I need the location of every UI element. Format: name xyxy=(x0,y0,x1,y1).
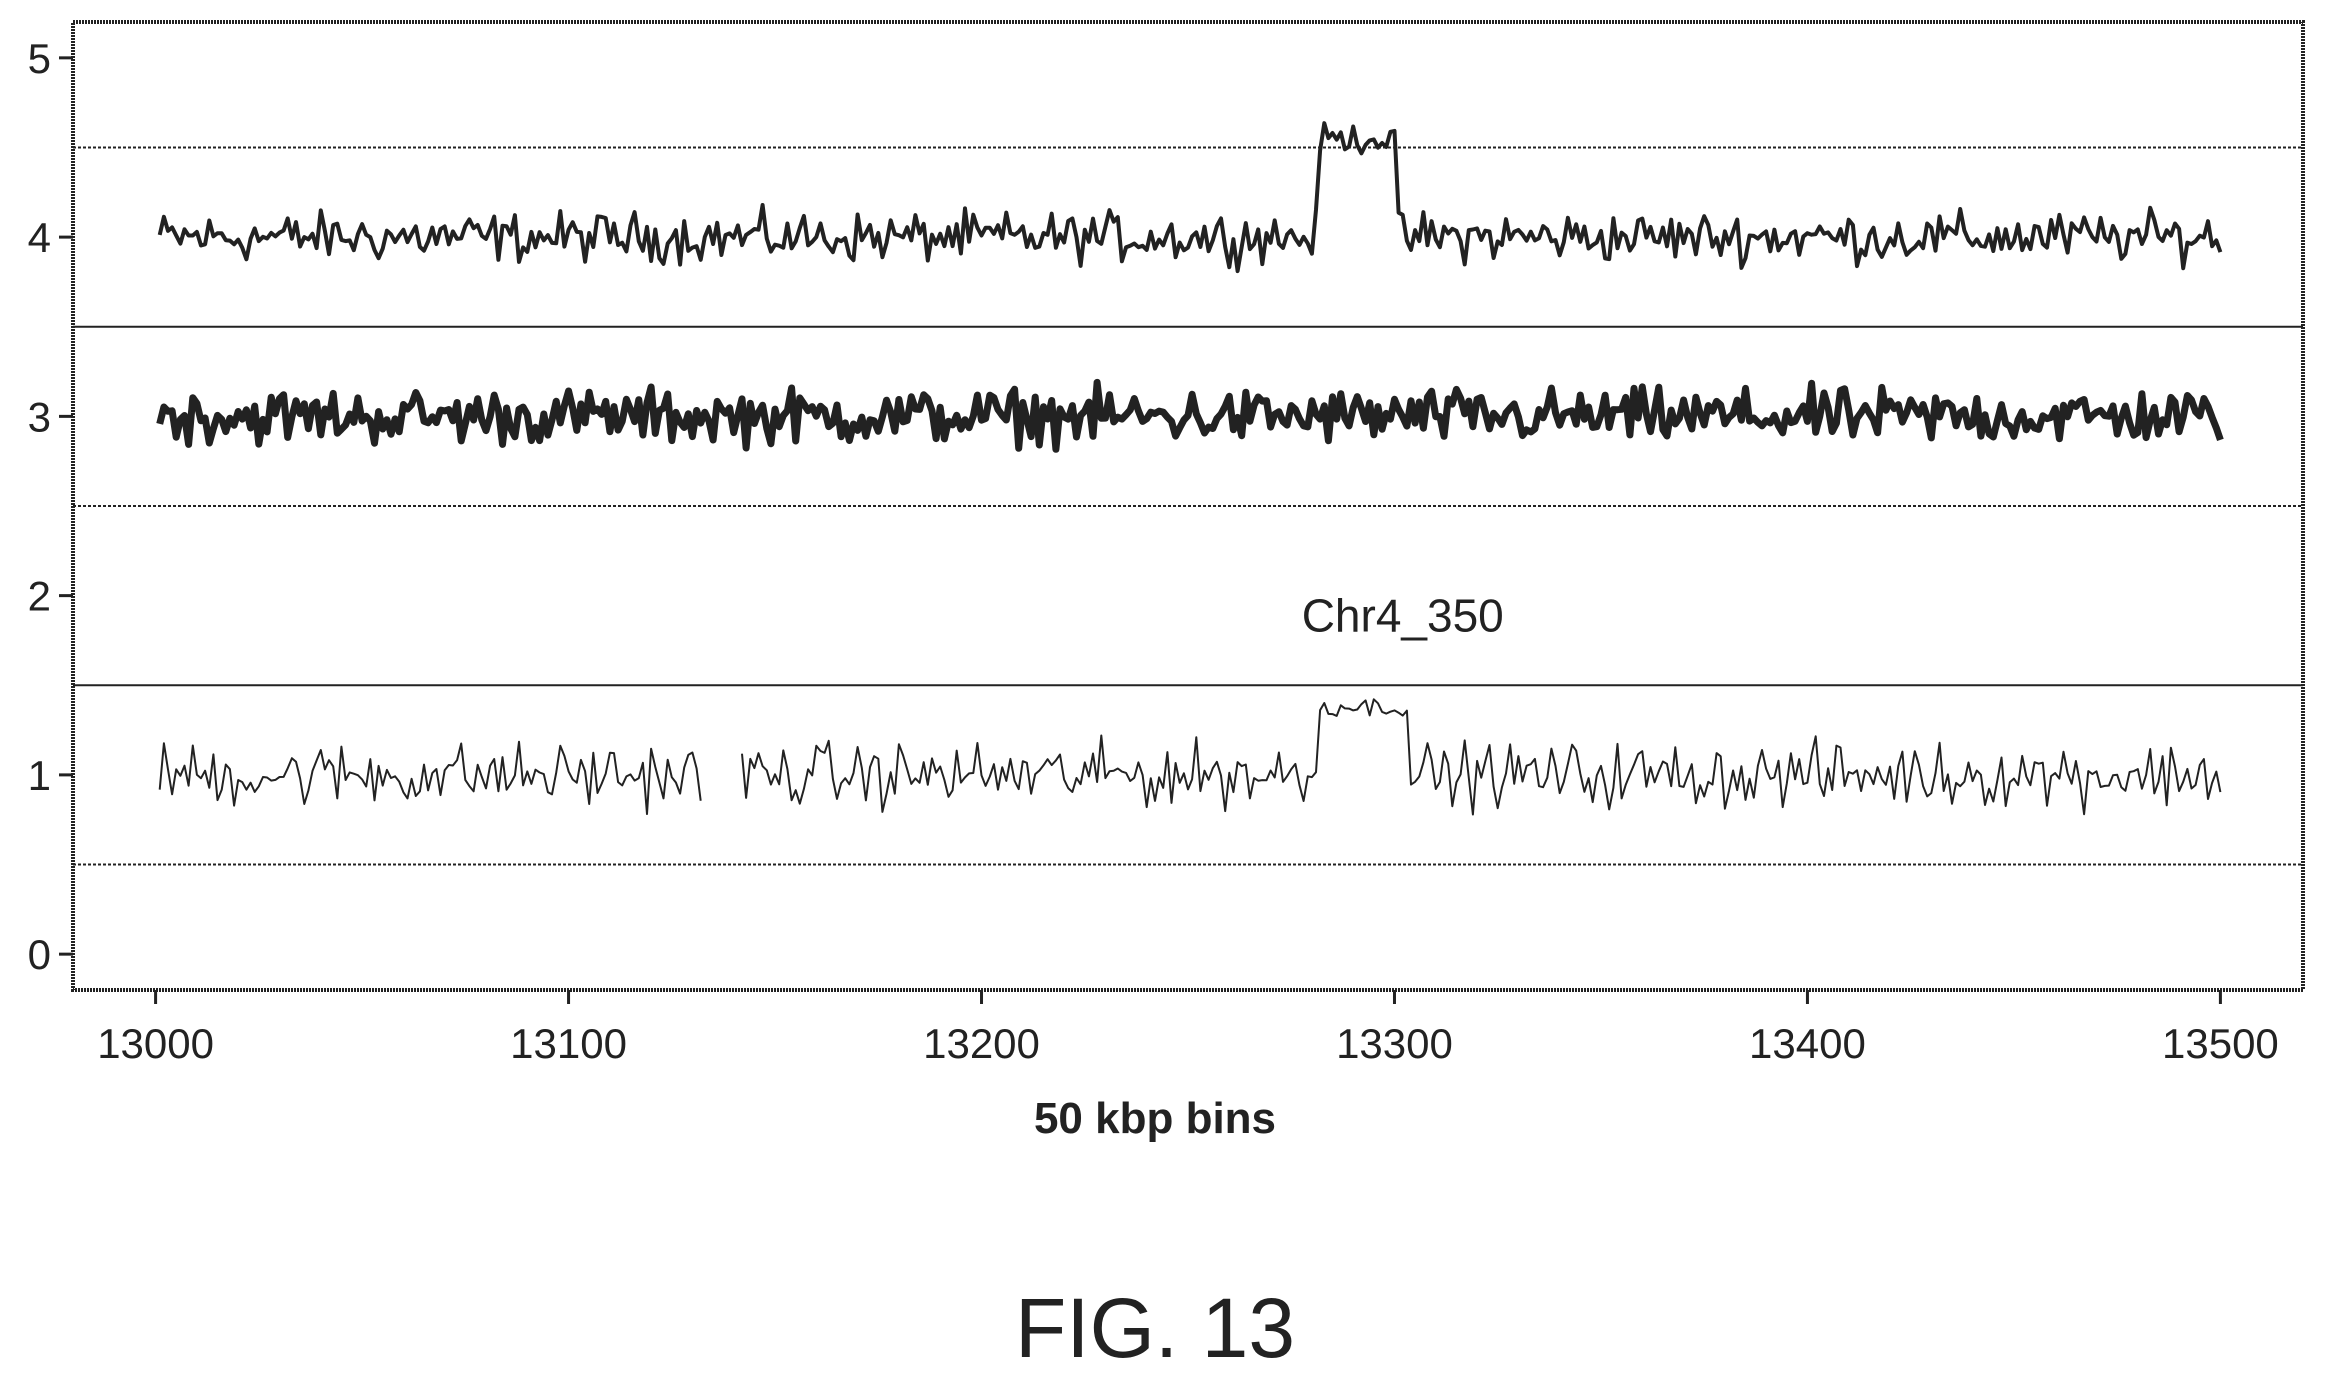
series-3-trace-2 xyxy=(741,698,2222,816)
figure-label: FIG. 13 xyxy=(1015,1281,1295,1375)
x-tick-label-13000: 13000 xyxy=(97,1020,214,1067)
x-tick-label-13500: 13500 xyxy=(2162,1020,2279,1067)
x-axis: 13000 13100 13200 13300 13400 13500 xyxy=(97,990,2279,1067)
y-axis: 0 1 2 3 4 5 xyxy=(28,35,73,978)
y-tick-label-5: 5 xyxy=(28,35,51,82)
y-tick-label-1: 1 xyxy=(28,752,51,799)
series-layer xyxy=(156,121,2224,816)
series-1-trace-1 xyxy=(157,121,2223,274)
x-tick-label-13300: 13300 xyxy=(1336,1020,1453,1067)
x-tick-label-13100: 13100 xyxy=(510,1020,627,1067)
y-tick-label-3: 3 xyxy=(28,393,51,440)
x-tick-label-13400: 13400 xyxy=(1749,1020,1866,1067)
y-tick-label-4: 4 xyxy=(28,214,51,261)
x-tick-label-13200: 13200 xyxy=(923,1020,1040,1067)
y-tick-label-0: 0 xyxy=(28,931,51,978)
series-2-trace-1 xyxy=(156,378,2224,453)
series-3-trace-1 xyxy=(158,740,702,815)
x-axis-title: 50 kbp bins xyxy=(1034,1094,1276,1143)
reference-lines xyxy=(73,146,2303,866)
y-tick-label-2: 2 xyxy=(28,573,51,620)
annotation-chr4-350: Chr4_350 xyxy=(1302,589,1504,641)
